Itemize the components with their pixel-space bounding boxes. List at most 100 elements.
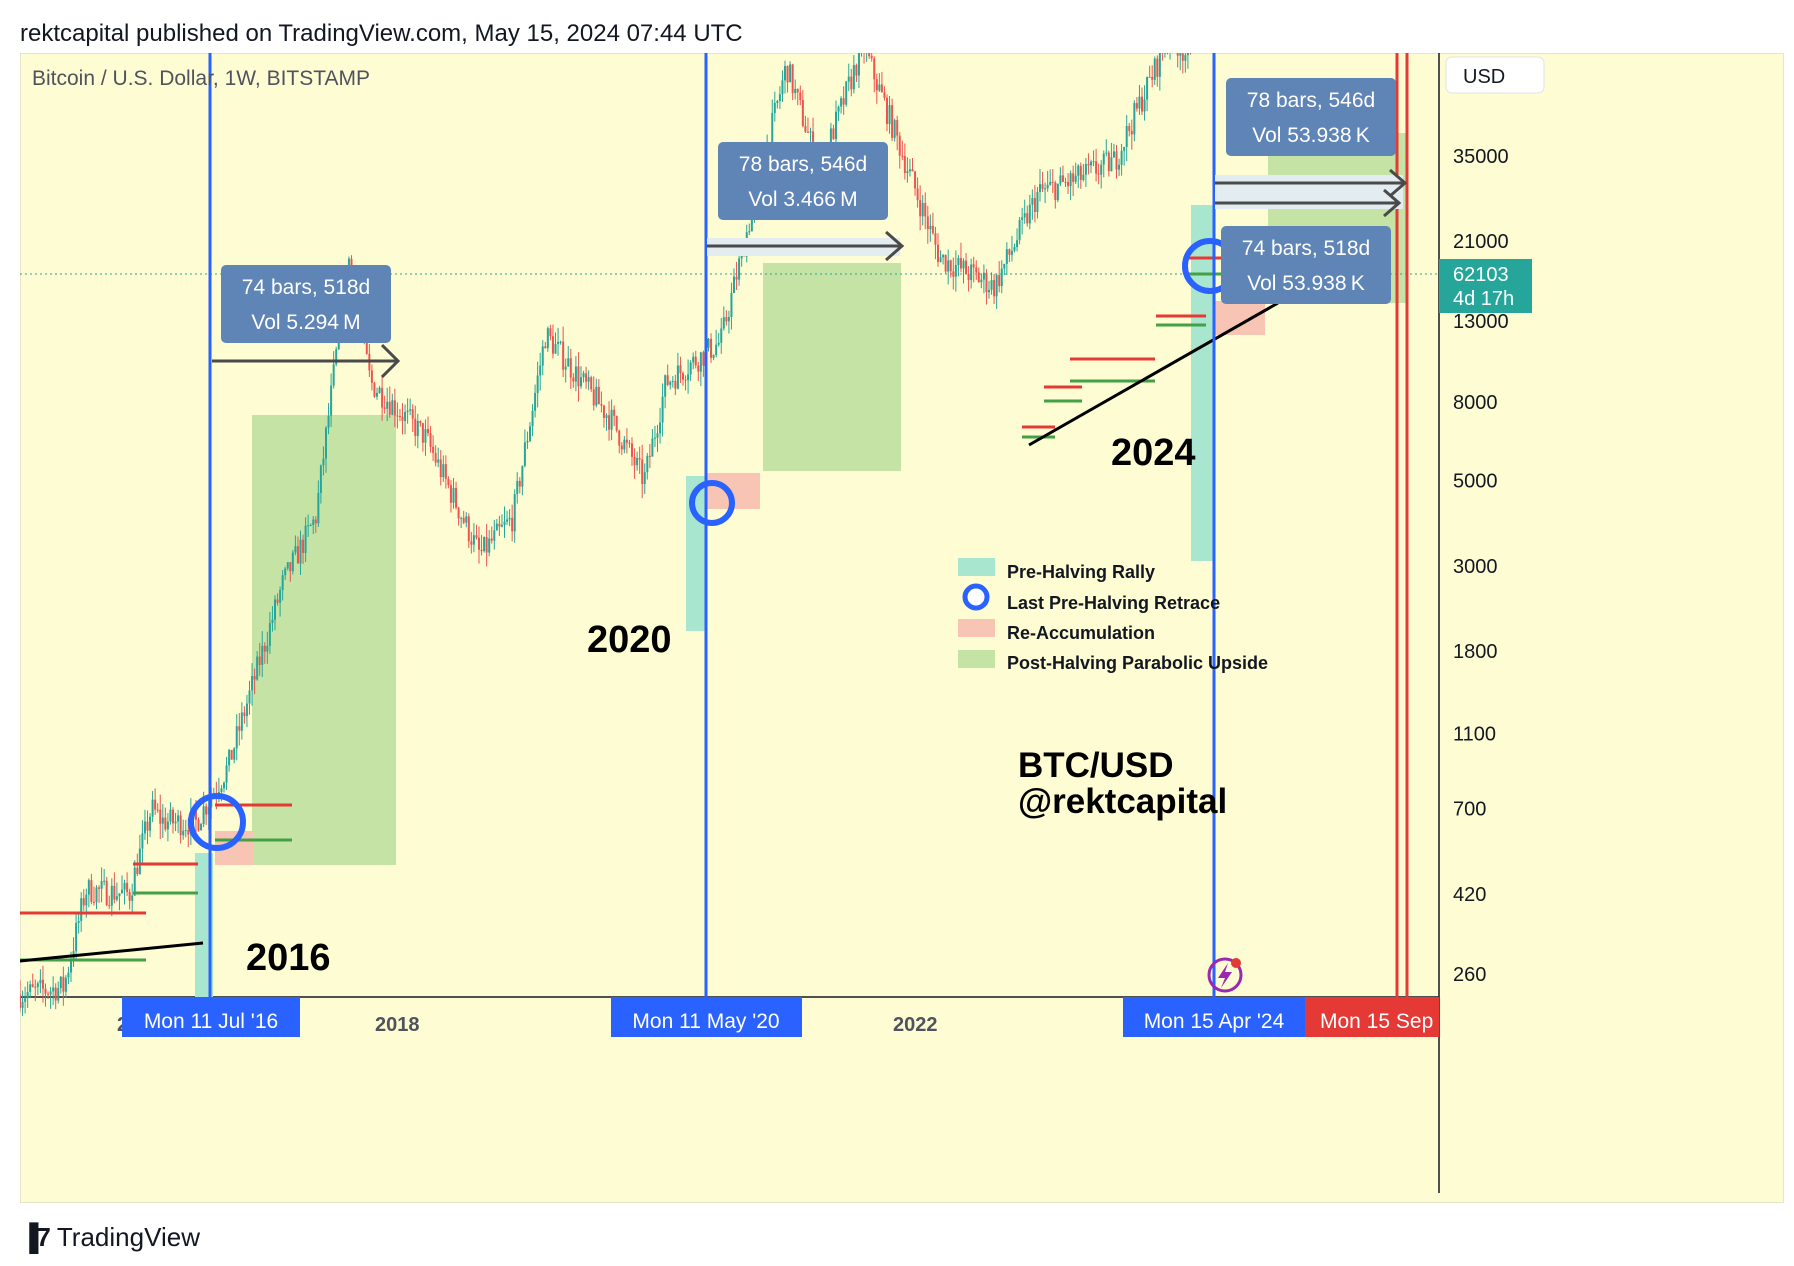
y-tick-label: 420 xyxy=(1453,884,1486,906)
candle-body xyxy=(1158,53,1161,77)
candle-body xyxy=(289,562,292,572)
candle-body xyxy=(1151,76,1154,80)
candle-body xyxy=(449,485,452,503)
candle-body xyxy=(330,385,333,416)
legend-swatch-parabolic xyxy=(958,650,995,668)
candle-body xyxy=(21,1001,24,1008)
tradingview-logo[interactable]: ▐7 TradingView xyxy=(20,1222,200,1253)
candle-body xyxy=(722,317,725,329)
candle-body xyxy=(143,821,146,834)
candle-body xyxy=(914,171,917,189)
measure-box-3[interactable]: 78 bars, 546d Vol 53.938 K xyxy=(1226,78,1396,156)
candle-body xyxy=(990,280,993,290)
candle-body xyxy=(1107,152,1110,172)
candle-body xyxy=(401,416,404,421)
candle-body xyxy=(409,409,412,411)
replay-lightning-icon[interactable] xyxy=(1207,957,1243,993)
candle-body xyxy=(592,389,595,406)
candle-body xyxy=(169,809,172,822)
candle-body xyxy=(733,276,735,294)
candle-body xyxy=(1130,130,1133,135)
measure-box-1-line1: 74 bars, 518d xyxy=(242,276,370,299)
candle-body xyxy=(103,880,106,882)
candle-body xyxy=(727,317,730,322)
candle-body xyxy=(39,979,42,984)
candle-body xyxy=(1013,247,1016,251)
candle-body xyxy=(656,433,659,438)
candle-body xyxy=(919,200,922,217)
last-price-value: 62103 xyxy=(1453,264,1509,286)
candle-body xyxy=(870,56,873,59)
candle-body xyxy=(1056,183,1059,201)
candle-body xyxy=(557,341,560,344)
candle-body xyxy=(268,622,271,646)
candle-body xyxy=(470,541,473,545)
legend-swatch-pre-halving xyxy=(958,558,995,576)
candle-body xyxy=(156,809,159,811)
candle-body xyxy=(307,525,310,527)
candle-body xyxy=(1026,213,1029,224)
candle-body xyxy=(44,988,47,994)
candle-body xyxy=(738,258,741,280)
candle-body xyxy=(483,536,486,552)
retrace-circle-2016 xyxy=(188,793,246,851)
candle-body xyxy=(1061,175,1064,182)
candle-body xyxy=(248,690,251,704)
candle-body xyxy=(376,392,378,397)
candle-body xyxy=(416,420,419,437)
candle-body xyxy=(1097,173,1100,175)
arrow-head-4 xyxy=(1383,188,1402,218)
measure-box-1-line2: Vol 5.294 M xyxy=(251,311,360,334)
legend-swatch-reaccumulation xyxy=(958,619,995,637)
measure-box-4[interactable]: 74 bars, 518d Vol 53.938 K xyxy=(1221,226,1391,304)
candle-body xyxy=(332,364,335,386)
candle-body xyxy=(503,521,506,525)
candle-body xyxy=(564,366,567,370)
candle-body xyxy=(432,446,435,453)
candle-body xyxy=(80,898,83,921)
candle-body xyxy=(750,210,753,232)
candle-body xyxy=(921,202,924,217)
candle-body xyxy=(1115,151,1118,170)
candle-body xyxy=(166,821,169,830)
candle-body xyxy=(427,429,429,434)
currency-button[interactable]: USD xyxy=(1445,56,1545,94)
measure-box-2[interactable]: 78 bars, 546d Vol 3.466 M xyxy=(718,142,888,220)
y-axis[interactable]: 35000 21000 13000 8000 5000 3000 1800 1100 700 42… xyxy=(1453,146,1509,986)
candle-body xyxy=(480,549,483,552)
candle-body xyxy=(205,806,208,815)
candle-body xyxy=(664,375,667,397)
candle-body xyxy=(54,987,57,1001)
candle-body xyxy=(228,749,231,766)
candle-body xyxy=(49,991,52,995)
y-tick-label: 13000 xyxy=(1453,311,1509,333)
candle-body xyxy=(118,893,121,897)
candle-body xyxy=(995,275,998,297)
candle-body xyxy=(1100,164,1103,175)
candle-body xyxy=(1067,181,1070,187)
candle-body xyxy=(959,258,962,269)
candle-body xyxy=(972,264,975,268)
candle-body xyxy=(942,255,945,258)
candle-body xyxy=(585,373,588,382)
halving-date-tag-2016 xyxy=(122,997,300,1037)
candle-body xyxy=(511,517,514,532)
x-axis[interactable]: 2 2018 2022 Mon 11 Jul '16 Mon 11 May '2… xyxy=(117,997,1439,1037)
candle-body xyxy=(702,352,705,366)
candle-body xyxy=(880,84,883,93)
candle-body xyxy=(554,343,557,354)
candle-body xyxy=(24,998,27,1002)
candle-body xyxy=(197,819,200,831)
candle-body xyxy=(687,374,690,381)
candle-body xyxy=(1028,204,1031,224)
candle-body xyxy=(138,848,141,875)
candle-body xyxy=(998,275,1001,287)
candle-body xyxy=(982,272,985,280)
candle-body xyxy=(286,562,289,569)
candle-body xyxy=(485,536,488,553)
measure-box-4-line2: Vol 53.938 K xyxy=(1247,272,1364,295)
candle-body xyxy=(1128,125,1131,131)
measure-box-1[interactable]: 74 bars, 518d Vol 5.294 M xyxy=(221,265,391,343)
candle-body xyxy=(924,202,927,217)
chart-svg[interactable]: 74 bars, 518d Vol 5.294 M 78 bars, 546d … xyxy=(20,53,1782,1203)
